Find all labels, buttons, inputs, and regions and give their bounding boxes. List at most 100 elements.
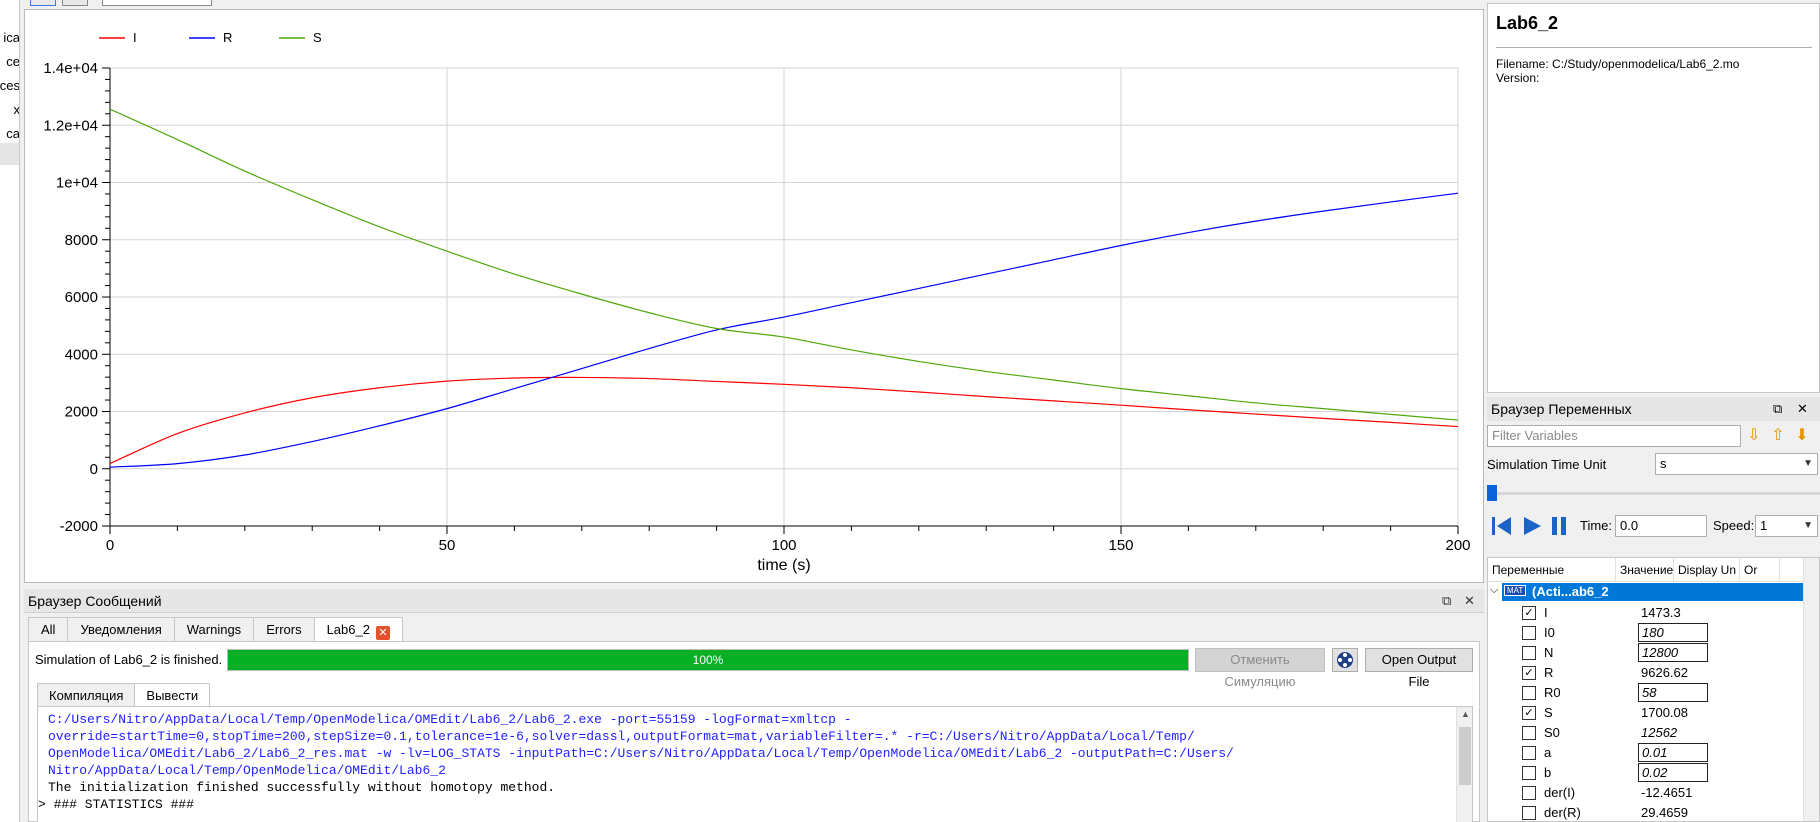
close-panel-icon[interactable]: ✕ [1797, 401, 1808, 416]
variable-row[interactable]: R0 58 [1488, 683, 1819, 703]
plot-checkbox[interactable] [1522, 766, 1536, 780]
library-item[interactable]: ica [3, 30, 20, 45]
variables-browser-title: Браузер Переменных ⧉ ✕ [1487, 397, 1820, 421]
plot-checkbox[interactable] [1522, 646, 1536, 660]
column-header[interactable]: Display Un [1674, 558, 1740, 582]
variable-value-input[interactable]: 180 [1638, 623, 1708, 642]
plot-selector[interactable] [102, 0, 212, 6]
variables-tree[interactable]: Переменные Значение Display Un Or ⌵ (Acti..… [1487, 557, 1820, 822]
sort-down-icon[interactable]: ⇩ [1747, 427, 1761, 444]
zoom-tool-button[interactable] [30, 0, 56, 6]
close-panel-icon[interactable]: ✕ [1464, 593, 1475, 608]
library-item[interactable]: ce [6, 54, 20, 69]
speed-select[interactable]: 1 ▼ [1755, 515, 1818, 537]
column-header[interactable]: Or [1740, 558, 1780, 582]
result-file-label[interactable]: (Acti...ab6_2 [1502, 583, 1805, 601]
rewind-icon[interactable] [1489, 514, 1515, 538]
console-stats-line[interactable]: > ### STATISTICS ### [38, 797, 195, 812]
plot-checkbox[interactable] [1522, 806, 1536, 820]
simulation-output-console[interactable]: C:/Users/Nitro/AppData/Local/Temp/OpenMo… [37, 706, 1473, 822]
open-output-file-button[interactable]: Open Output File [1365, 648, 1473, 689]
plot-checkbox[interactable] [1522, 746, 1536, 760]
messages-tab-warnings[interactable]: Warnings [173, 617, 255, 641]
time-unit-select[interactable]: s ▼ [1655, 453, 1818, 475]
variable-name: S [1544, 705, 1553, 720]
variables-tree-scrollbar[interactable] [1803, 558, 1819, 821]
variable-value-input[interactable]: 0.01 [1638, 743, 1708, 762]
variable-row[interactable]: a 0.01 [1488, 743, 1819, 763]
plot-checkbox[interactable] [1522, 726, 1536, 740]
variable-name: a [1544, 745, 1552, 760]
close-tab-icon[interactable]: ✕ [375, 626, 390, 640]
plot-toolbar [20, 0, 1485, 9]
messages-tab-errors[interactable]: Errors [253, 617, 315, 641]
y-tick-label: 8000 [65, 232, 98, 249]
legend-label-r[interactable]: R [223, 30, 232, 45]
variable-row[interactable]: ✓ I 1473.3 [1488, 603, 1819, 623]
output-tab-0[interactable]: Компиляция [37, 683, 136, 706]
reset-icon[interactable] [316, 0, 332, 6]
variable-row[interactable]: N 12800 [1488, 643, 1819, 663]
plot-checkbox[interactable]: ✓ [1522, 666, 1536, 680]
slider-handle[interactable] [1487, 485, 1497, 501]
variable-value-input[interactable]: 12800 [1638, 643, 1708, 662]
series-line-r[interactable] [109, 192, 1459, 468]
legend-label-s[interactable]: S [313, 30, 322, 45]
variable-row[interactable]: der(R) 29.4659 [1488, 803, 1819, 821]
expand-all-icon[interactable]: ⬇ [1795, 427, 1809, 444]
messages-tab-lab6_2[interactable]: Lab6_2 ✕ [313, 617, 403, 641]
library-item[interactable]: x [13, 102, 20, 117]
pause-icon[interactable] [1547, 514, 1573, 538]
speed-value: 1 [1760, 518, 1768, 533]
cancel-simulation-button[interactable]: Отменить Симуляцию [1195, 648, 1325, 689]
time-unit-value: s [1660, 456, 1667, 471]
library-selected-row[interactable] [0, 143, 19, 165]
plot-checkbox[interactable]: ✓ [1522, 606, 1536, 620]
plot-checkbox[interactable] [1522, 626, 1536, 640]
series-line-i[interactable] [109, 376, 1459, 465]
filter-variables-input[interactable]: Filter Variables [1487, 425, 1741, 447]
variable-row[interactable]: ✓ R 9626.62 [1488, 663, 1819, 683]
messages-tab-all[interactable]: All [28, 617, 69, 641]
library-item[interactable]: ca [6, 126, 20, 141]
plot-checkbox[interactable]: ✓ [1522, 706, 1536, 720]
variable-row[interactable]: b 0.02 [1488, 763, 1819, 783]
console-text: C:/Users/Nitro/AppData/Local/Temp/OpenMo… [38, 711, 1448, 813]
float-panel-icon[interactable]: ⧉ [1773, 401, 1783, 416]
sort-up-icon[interactable]: ⇧ [1771, 427, 1785, 444]
series-line-s[interactable] [109, 108, 1459, 421]
reel-icon[interactable] [1332, 648, 1358, 672]
plot-window[interactable]: 0 50 100 150 200 -2000 0 2000 4000 6000 8000 1e+04 1… [24, 9, 1484, 583]
variable-value: 1700.08 [1641, 705, 1688, 720]
result-file-node[interactable]: ⌵ (Acti...ab6_2 MAT [1488, 582, 1819, 602]
console-scrollbar[interactable]: ▲ [1456, 707, 1472, 822]
variable-row[interactable]: S0 12562 [1488, 723, 1819, 743]
output-tab-1[interactable]: Вывести [134, 683, 211, 706]
plot-checkbox[interactable] [1522, 786, 1536, 800]
model-version: Version: [1496, 71, 1540, 85]
variable-row[interactable]: I0 180 [1488, 623, 1819, 643]
chevron-down-icon[interactable]: ⌵ [1490, 584, 1499, 596]
model-info-panel: Lab6_2 Filename: C:/Study/openmodelica/L… [1487, 3, 1820, 393]
variable-row[interactable]: der(I) -12.4651 [1488, 783, 1819, 803]
column-header[interactable]: Значение [1616, 558, 1674, 582]
messages-tab-уведомления[interactable]: Уведомления [67, 617, 175, 641]
y-tick-label: 0 [90, 461, 98, 478]
variable-value-input[interactable]: 0.02 [1638, 763, 1708, 782]
console-scroll-thumb[interactable] [1459, 727, 1471, 785]
console-info-line: The initialization finished successfully… [48, 780, 556, 795]
legend-label-i[interactable]: I [133, 30, 137, 45]
plot-checkbox[interactable] [1522, 686, 1536, 700]
column-header[interactable]: Переменные [1488, 558, 1616, 582]
play-icon[interactable] [1519, 514, 1545, 538]
variable-value-input[interactable]: 58 [1638, 683, 1708, 702]
time-input[interactable]: 0.0 [1615, 515, 1707, 537]
pan-tool-button[interactable] [62, 0, 88, 6]
library-item[interactable]: ices [0, 78, 20, 93]
time-slider[interactable] [1487, 485, 1820, 501]
x-tick-label: 100 [771, 537, 796, 554]
messages-tab-body: Simulation of Lab6_2 is finished. 100% О… [28, 641, 1480, 822]
messages-browser-title: Браузер Сообщений ⧉ ✕ [24, 589, 1484, 613]
variable-row[interactable]: ✓ S 1700.08 [1488, 703, 1819, 723]
float-panel-icon[interactable]: ⧉ [1442, 593, 1452, 608]
